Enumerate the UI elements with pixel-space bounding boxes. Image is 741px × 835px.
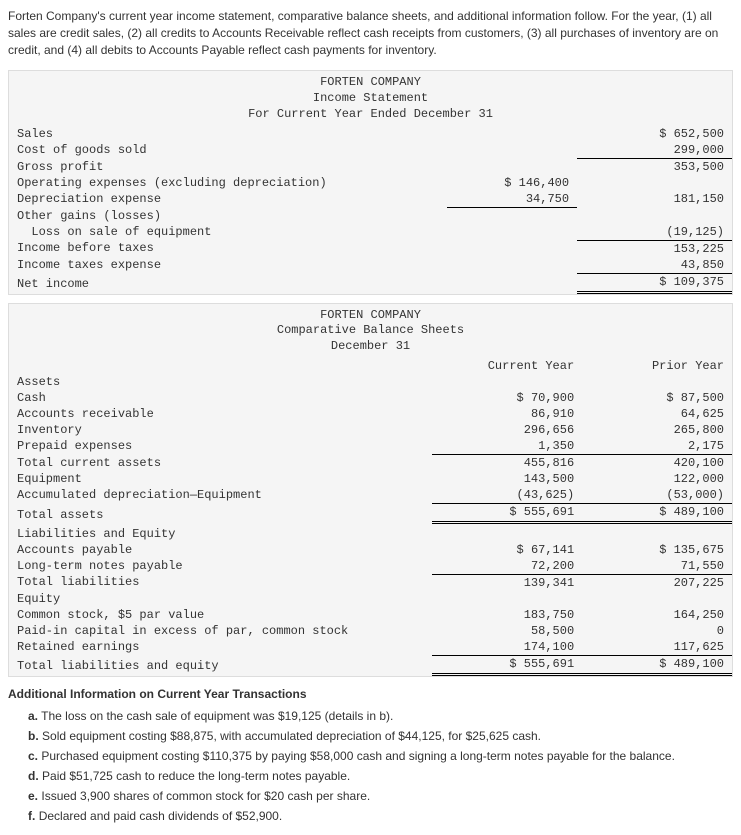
row-label: Operating expenses (excluding depreciati…: [9, 175, 447, 191]
col-header-current: Current Year: [432, 358, 582, 374]
is-title: Income Statement: [9, 91, 732, 107]
row-value: $ 555,691: [432, 504, 582, 523]
income-statement-header: FORTEN COMPANY Income Statement For Curr…: [9, 71, 732, 126]
row-value: 265,800: [582, 422, 732, 438]
row-value: $ 67,141: [432, 542, 582, 558]
row-value: $ 109,375: [577, 273, 732, 292]
bs-period: December 31: [9, 339, 732, 355]
row-value: 183,750: [432, 607, 582, 623]
row-value: $ 489,100: [582, 504, 732, 523]
row-value: 43,850: [577, 257, 732, 274]
row-label: Income before taxes: [9, 240, 447, 257]
row-value: $ 87,500: [582, 390, 732, 406]
row-value: 86,910: [432, 406, 582, 422]
row-label: Total liabilities: [9, 574, 432, 591]
row-value: 420,100: [582, 455, 732, 472]
intro-text: Forten Company's current year income sta…: [8, 8, 733, 58]
row-label: Assets: [9, 374, 432, 390]
row-value: (53,000): [582, 487, 732, 504]
row-value: 0: [582, 623, 732, 639]
balance-sheet-table: Current YearPrior Year Assets Cash$ 70,9…: [9, 358, 732, 676]
item-text: Paid $51,725 cash to reduce the long-ter…: [42, 769, 350, 783]
row-label: Inventory: [9, 422, 432, 438]
item-text: Sold equipment costing $88,875, with acc…: [42, 729, 541, 743]
row-label: Depreciation expense: [9, 191, 447, 208]
row-label: Prepaid expenses: [9, 438, 432, 455]
list-item: a. The loss on the cash sale of equipmen…: [28, 707, 733, 725]
row-value: (19,125): [577, 224, 732, 241]
row-value: $ 489,100: [582, 655, 732, 674]
row-value: 207,225: [582, 574, 732, 591]
row-label: Cash: [9, 390, 432, 406]
list-item: c. Purchased equipment costing $110,375 …: [28, 747, 733, 765]
row-value: 153,225: [577, 240, 732, 257]
is-period: For Current Year Ended December 31: [9, 107, 732, 123]
list-item: b. Sold equipment costing $88,875, with …: [28, 727, 733, 745]
row-value: 2,175: [582, 438, 732, 455]
is-company: FORTEN COMPANY: [9, 75, 732, 91]
row-value: $ 135,675: [582, 542, 732, 558]
row-value: 139,341: [432, 574, 582, 591]
balance-sheet-block: FORTEN COMPANY Comparative Balance Sheet…: [8, 303, 733, 677]
row-value: 296,656: [432, 422, 582, 438]
row-value: 117,625: [582, 639, 732, 656]
row-value: 299,000: [577, 142, 732, 159]
item-text: Purchased equipment costing $110,375 by …: [41, 749, 675, 763]
row-value: 181,150: [577, 191, 732, 208]
row-value: 353,500: [577, 159, 732, 176]
row-value: 1,350: [432, 438, 582, 455]
row-label: Sales: [9, 126, 447, 142]
row-value: $ 555,691: [432, 655, 582, 674]
row-value: 72,200: [432, 558, 582, 575]
row-subvalue: 34,750: [447, 191, 577, 208]
row-value: $ 70,900: [432, 390, 582, 406]
list-item: f. Declared and paid cash dividends of $…: [28, 807, 733, 825]
row-label: Loss on sale of equipment: [9, 224, 447, 241]
row-label: Net income: [9, 273, 447, 292]
bs-company: FORTEN COMPANY: [9, 308, 732, 324]
row-label: Long-term notes payable: [9, 558, 432, 575]
additional-info-title: Additional Information on Current Year T…: [8, 687, 733, 701]
list-item: e. Issued 3,900 shares of common stock f…: [28, 787, 733, 805]
row-label: Total current assets: [9, 455, 432, 472]
item-text: Issued 3,900 shares of common stock for …: [41, 789, 370, 803]
row-value: $ 652,500: [577, 126, 732, 142]
row-label: Other gains (losses): [9, 208, 447, 224]
row-value: 164,250: [582, 607, 732, 623]
income-statement-table: Sales $ 652,500 Cost of goods sold 299,000…: [9, 126, 732, 294]
item-text: The loss on the cash sale of equipment w…: [41, 709, 393, 723]
col-header-prior: Prior Year: [582, 358, 732, 374]
row-label: Gross profit: [9, 159, 447, 176]
list-item: d. Paid $51,725 cash to reduce the long-…: [28, 767, 733, 785]
row-label: Paid-in capital in excess of par, common…: [9, 623, 432, 639]
row-value: (43,625): [432, 487, 582, 504]
row-label: Accumulated depreciation—Equipment: [9, 487, 432, 504]
income-statement-block: FORTEN COMPANY Income Statement For Curr…: [8, 70, 733, 294]
additional-info-list: a. The loss on the cash sale of equipmen…: [8, 707, 733, 825]
row-label: Retained earnings: [9, 639, 432, 656]
row-label: Equipment: [9, 471, 432, 487]
row-subvalue: $ 146,400: [447, 175, 577, 191]
row-value: 174,100: [432, 639, 582, 656]
row-label: Common stock, $5 par value: [9, 607, 432, 623]
bs-title: Comparative Balance Sheets: [9, 323, 732, 339]
row-value: 143,500: [432, 471, 582, 487]
row-label: Accounts receivable: [9, 406, 432, 422]
row-value: 64,625: [582, 406, 732, 422]
row-label: Total assets: [9, 504, 432, 523]
row-label: Income taxes expense: [9, 257, 447, 274]
row-value: 71,550: [582, 558, 732, 575]
row-label: Liabilities and Equity: [9, 523, 432, 542]
row-value: 455,816: [432, 455, 582, 472]
item-text: Declared and paid cash dividends of $52,…: [39, 809, 283, 823]
row-label: Accounts payable: [9, 542, 432, 558]
row-label: Cost of goods sold: [9, 142, 447, 159]
row-value: 122,000: [582, 471, 732, 487]
row-label: Total liabilities and equity: [9, 655, 432, 674]
row-value: 58,500: [432, 623, 582, 639]
balance-sheet-header: FORTEN COMPANY Comparative Balance Sheet…: [9, 304, 732, 359]
row-label: Equity: [9, 591, 432, 607]
